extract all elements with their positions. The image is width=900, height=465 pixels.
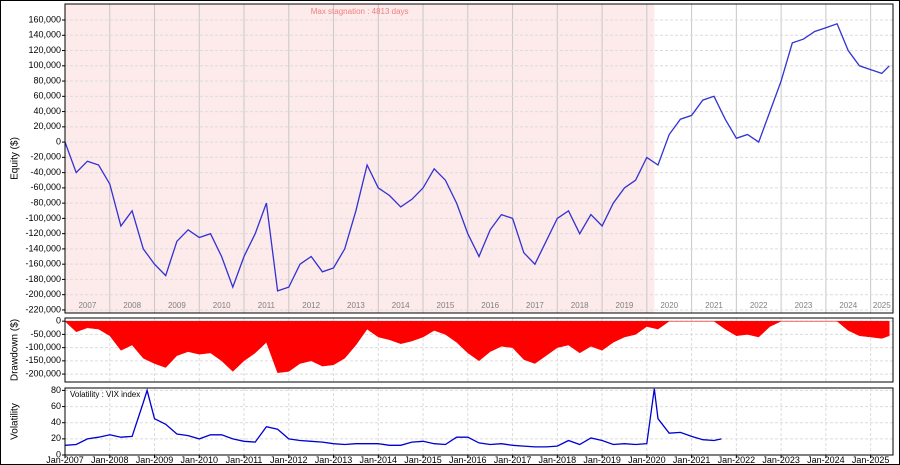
series-group (65, 320, 890, 373)
x-tick-label: Jan-2022 (718, 455, 756, 465)
year-label: 2016 (481, 301, 499, 310)
y-tick-label: -100,000 (25, 342, 61, 352)
x-tick-label: Jan-2007 (46, 455, 84, 465)
legend-label: Volatility : VIX index (70, 390, 140, 399)
x-tick-label: Jan-2016 (449, 455, 487, 465)
x-tick-label: Jan-2015 (404, 455, 442, 465)
x-tick-label: Jan-2020 (628, 455, 666, 465)
x-tick-label: Jan-2024 (807, 455, 845, 465)
x-tick-label: Jan-2008 (91, 455, 129, 465)
y-tick-label: 80 (51, 385, 61, 395)
y-tick-label: -180,000 (25, 274, 61, 284)
year-label: 2024 (839, 301, 857, 310)
year-label: 2011 (258, 301, 276, 310)
y-tick-label: 40,000 (33, 106, 61, 116)
year-label: 2025 (873, 301, 891, 310)
y-tick-label: -220,000 (25, 304, 61, 314)
x-tick-label: Jan-2009 (136, 455, 174, 465)
y-tick-label: 60,000 (33, 91, 61, 101)
line (65, 22, 890, 292)
year-label: 2009 (168, 301, 186, 310)
y-tick-label: -200,000 (25, 368, 61, 378)
x-tick-label: Jan-2011 (226, 455, 263, 465)
area (65, 320, 890, 373)
y-tick-label: 20 (51, 433, 61, 443)
year-label: 2014 (392, 301, 410, 310)
year-label: 2010 (213, 301, 231, 310)
y-tick-label: -60,000 (30, 182, 61, 192)
x-tick-label: Jan-2019 (583, 455, 621, 465)
x-tick-label: Jan-2025 (852, 455, 890, 465)
y-tick-label: 120,000 (28, 45, 61, 55)
plot-border (64, 387, 894, 456)
y-tick-label: -160,000 (25, 259, 61, 269)
x-tick-label: Jan-2013 (315, 455, 353, 465)
year-label: 2022 (750, 301, 768, 310)
y-tick-label: -140,000 (25, 243, 61, 253)
x-tick-label: Jan-2010 (181, 455, 219, 465)
y-axis-label: Equity ($) (10, 137, 21, 180)
year-label: 2023 (795, 301, 813, 310)
y-tick-label: 60 (51, 401, 61, 411)
y-tick-label: -150,000 (25, 355, 61, 365)
y-tick-label: 140,000 (28, 30, 61, 40)
y-axis-label: Drawdown ($) (10, 319, 21, 381)
x-tick-label: Jan-2014 (360, 455, 398, 465)
x-tick-label: Jan-2012 (270, 455, 308, 465)
x-tick-label: Jan-2018 (539, 455, 577, 465)
y-tick-label: -20,000 (30, 152, 61, 162)
y-tick-label: 100,000 (28, 60, 61, 70)
year-label: 2012 (302, 301, 320, 310)
year-label: 2018 (571, 301, 589, 310)
y-tick-label: -120,000 (25, 228, 61, 238)
y-tick-label: -50,000 (30, 329, 61, 339)
y-tick-label: 160,000 (28, 14, 61, 24)
y-tick-label: -200,000 (25, 289, 61, 299)
y-tick-label: 0 (56, 449, 61, 459)
y-tick-label: -80,000 (30, 198, 61, 208)
x-tick-label: Jan-2021 (673, 455, 711, 465)
series-group (65, 388, 722, 448)
x-tick-label: Jan-2017 (494, 455, 532, 465)
annotation: Max stagnation : 4813 days (311, 7, 409, 16)
plot-border (64, 3, 894, 314)
series-group (65, 22, 890, 292)
plot-border (64, 317, 894, 383)
year-label: 2019 (616, 301, 634, 310)
y-tick-label: 80,000 (33, 75, 61, 85)
y-tick-label: 40 (51, 417, 61, 427)
x-tick-label: Jan-2023 (762, 455, 800, 465)
year-label: 2017 (526, 301, 544, 310)
y-tick-label: -100,000 (25, 213, 61, 223)
year-label: 2015 (437, 301, 455, 310)
year-label: 2008 (123, 301, 141, 310)
y-tick-label: 0 (56, 136, 61, 146)
year-label: 2021 (705, 301, 723, 310)
y-tick-label: 0 (56, 316, 61, 326)
year-label: 2007 (78, 301, 96, 310)
stagnation-shade (65, 4, 655, 313)
year-label: 2013 (347, 301, 365, 310)
plot-area (65, 388, 893, 455)
y-tick-label: -40,000 (30, 167, 61, 177)
line (65, 388, 722, 448)
y-tick-label: 20,000 (33, 121, 61, 131)
y-axis-label: Volatility (10, 403, 21, 440)
year-label: 2020 (660, 301, 678, 310)
